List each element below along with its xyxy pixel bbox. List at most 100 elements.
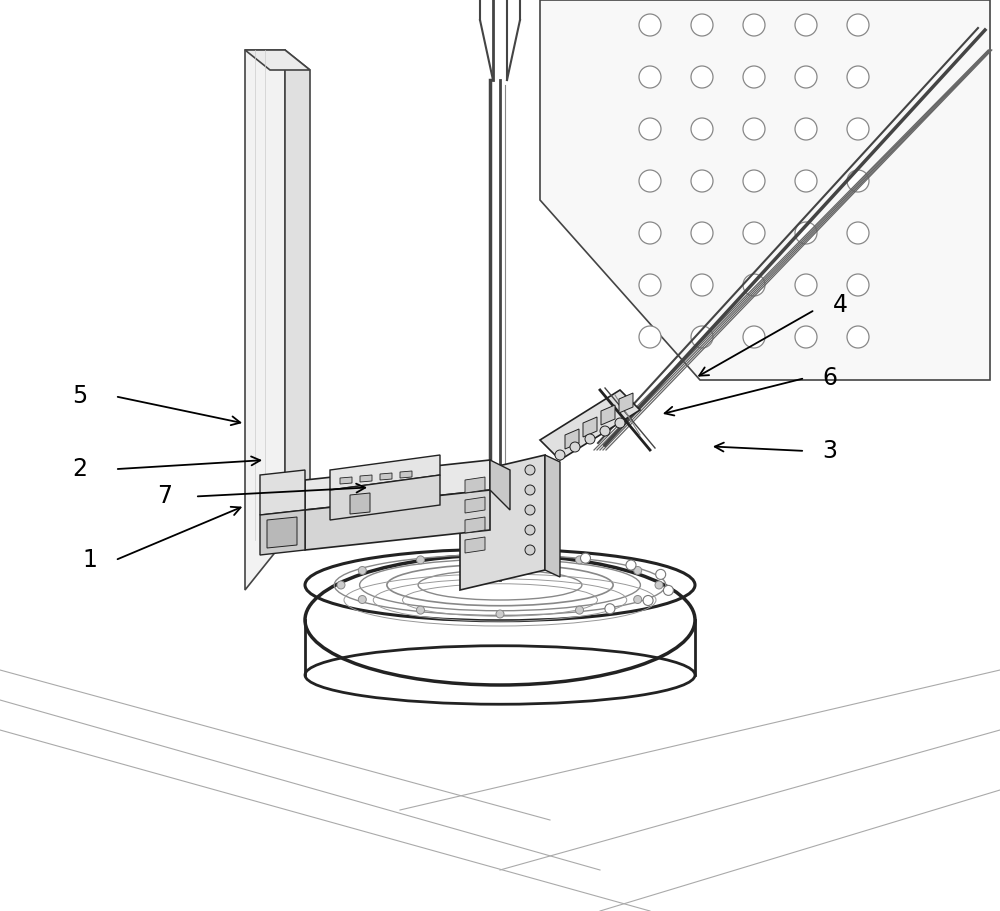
Circle shape — [570, 442, 580, 452]
Circle shape — [795, 14, 817, 36]
Circle shape — [655, 581, 663, 589]
Circle shape — [358, 567, 366, 575]
Text: 7: 7 — [158, 485, 173, 508]
Circle shape — [580, 553, 590, 563]
Text: 5: 5 — [72, 384, 88, 408]
Circle shape — [691, 170, 713, 192]
Circle shape — [600, 426, 610, 436]
Circle shape — [847, 14, 869, 36]
Circle shape — [795, 274, 817, 296]
Circle shape — [795, 326, 817, 348]
Polygon shape — [260, 470, 305, 515]
Text: 3: 3 — [822, 439, 838, 463]
Ellipse shape — [305, 646, 695, 704]
Polygon shape — [360, 475, 372, 482]
Circle shape — [847, 222, 869, 244]
Circle shape — [743, 14, 765, 36]
Circle shape — [795, 222, 817, 244]
Circle shape — [847, 274, 869, 296]
Circle shape — [691, 66, 713, 88]
Circle shape — [847, 118, 869, 140]
Polygon shape — [340, 477, 352, 484]
Text: 6: 6 — [822, 366, 838, 390]
Polygon shape — [350, 493, 370, 514]
Polygon shape — [465, 537, 485, 553]
Circle shape — [691, 118, 713, 140]
Polygon shape — [267, 517, 297, 548]
Text: 1: 1 — [83, 548, 97, 572]
Circle shape — [416, 606, 424, 614]
Circle shape — [576, 556, 584, 564]
Circle shape — [525, 505, 535, 515]
Circle shape — [847, 170, 869, 192]
Polygon shape — [545, 455, 560, 577]
Circle shape — [847, 326, 869, 348]
Circle shape — [743, 222, 765, 244]
Circle shape — [639, 66, 661, 88]
Polygon shape — [460, 455, 545, 590]
Polygon shape — [565, 429, 579, 449]
Circle shape — [525, 525, 535, 535]
Polygon shape — [619, 393, 633, 413]
Polygon shape — [490, 460, 510, 510]
Polygon shape — [465, 477, 485, 493]
Circle shape — [634, 567, 642, 575]
Polygon shape — [601, 405, 615, 425]
Circle shape — [691, 14, 713, 36]
Circle shape — [795, 118, 817, 140]
Polygon shape — [305, 460, 490, 510]
Polygon shape — [330, 475, 440, 520]
Circle shape — [626, 560, 636, 570]
Circle shape — [795, 66, 817, 88]
Circle shape — [743, 274, 765, 296]
Circle shape — [576, 606, 584, 614]
Circle shape — [605, 604, 615, 614]
Circle shape — [691, 222, 713, 244]
Polygon shape — [285, 50, 310, 540]
Polygon shape — [540, 0, 990, 380]
Circle shape — [585, 434, 595, 444]
Circle shape — [639, 326, 661, 348]
Circle shape — [743, 66, 765, 88]
Circle shape — [656, 569, 666, 579]
Circle shape — [555, 450, 565, 460]
Polygon shape — [465, 517, 485, 533]
Circle shape — [743, 326, 765, 348]
Circle shape — [743, 118, 765, 140]
Circle shape — [358, 596, 366, 603]
Circle shape — [639, 14, 661, 36]
Circle shape — [615, 418, 625, 428]
Ellipse shape — [305, 549, 695, 620]
Polygon shape — [245, 50, 310, 70]
Circle shape — [639, 118, 661, 140]
Polygon shape — [465, 497, 485, 513]
Circle shape — [691, 274, 713, 296]
Text: 2: 2 — [72, 457, 88, 481]
Polygon shape — [380, 473, 392, 480]
Polygon shape — [400, 471, 412, 478]
Circle shape — [639, 170, 661, 192]
Polygon shape — [583, 417, 597, 437]
Circle shape — [643, 596, 653, 606]
Circle shape — [525, 545, 535, 555]
Circle shape — [639, 222, 661, 244]
Circle shape — [337, 581, 345, 589]
Polygon shape — [245, 50, 285, 590]
Circle shape — [496, 552, 504, 560]
Circle shape — [639, 274, 661, 296]
Circle shape — [525, 465, 535, 475]
Circle shape — [691, 326, 713, 348]
Circle shape — [525, 485, 535, 495]
Circle shape — [416, 556, 425, 564]
Circle shape — [496, 610, 504, 618]
Polygon shape — [330, 455, 440, 490]
Text: 4: 4 — [832, 293, 848, 317]
Circle shape — [634, 596, 642, 603]
Circle shape — [663, 586, 673, 596]
Polygon shape — [540, 390, 640, 460]
Polygon shape — [305, 490, 490, 550]
Circle shape — [743, 170, 765, 192]
Circle shape — [795, 170, 817, 192]
Polygon shape — [260, 510, 305, 555]
Circle shape — [847, 66, 869, 88]
